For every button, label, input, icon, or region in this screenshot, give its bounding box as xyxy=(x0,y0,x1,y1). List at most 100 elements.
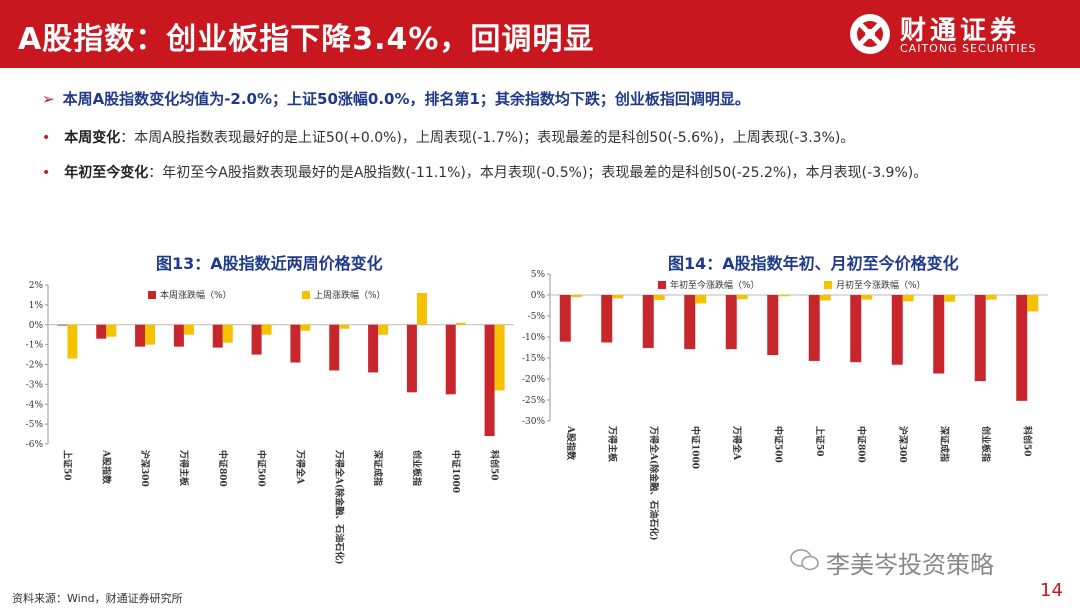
bar-series-2 xyxy=(570,295,582,298)
bar-series-1 xyxy=(368,324,379,373)
x-category-text: 深证成指 xyxy=(372,450,384,486)
x-category-label: 中证1000 xyxy=(689,426,701,469)
chart13-weekly-price-change: 2% 1% 0% -1% -2% -3% -4% -5% -6% 上证50 A股指数 沪深300 万得主… xyxy=(26,281,514,565)
bar-series-2 xyxy=(653,295,665,301)
bar-series-2 xyxy=(300,324,311,331)
x-category-text: 中证800 xyxy=(217,450,229,487)
bar-series-2 xyxy=(612,295,624,299)
x-category-text: 中证500 xyxy=(772,426,784,463)
bar-series-1 xyxy=(725,295,737,350)
y-tick-label: 0% xyxy=(531,291,546,301)
watermark-text: 李美岑投资策略 xyxy=(826,551,994,579)
bar-series-1 xyxy=(406,324,417,393)
legend-swatch xyxy=(148,291,156,299)
y-tick-label: -4% xyxy=(26,400,44,410)
x-category-label: 中证1000 xyxy=(450,450,462,493)
x-category-text: 深证成指 xyxy=(938,426,950,462)
x-category-text: 沪深300 xyxy=(897,426,909,463)
x-category-text: 创业板指 xyxy=(411,449,423,486)
bar-series-2 xyxy=(145,324,156,345)
wechat-icon xyxy=(790,549,819,571)
company-logo-icon xyxy=(850,14,890,54)
x-category-text: 上证50 xyxy=(814,426,826,457)
x-category-label: A股指数 xyxy=(565,425,577,461)
x-category-label: 创业板指 xyxy=(411,449,423,486)
x-category-text: 创业板指 xyxy=(980,425,992,462)
bar-series-2 xyxy=(819,295,831,301)
x-category-label: 创业板指 xyxy=(980,425,992,462)
summary-line: ➢ 本周A股指数变化均值为-2.0%；上证50涨幅0.0%，排名第1；其余指数均下… xyxy=(42,88,750,109)
x-category-text: 万得全A(除金融、石油石化) xyxy=(648,425,660,541)
x-category-label: 深证成指 xyxy=(372,450,384,486)
chart13-title: 图13：A股指数近两周价格变化 xyxy=(156,254,383,273)
arrow-icon: ➢ xyxy=(42,90,55,108)
bar-series-1 xyxy=(173,324,184,347)
x-category-text: A股指数 xyxy=(565,425,577,461)
bar-series-1 xyxy=(1016,295,1028,401)
x-category-label: 万得全A xyxy=(731,425,743,461)
bar-series-1 xyxy=(484,324,495,437)
legend-label: 年初至今涨跌幅（%） xyxy=(670,279,760,291)
y-tick-label: -30% xyxy=(522,417,545,427)
bullet-text: ：本周A股指数表现最好的是上证50(+0.0%)，上周表现(-1.7%)；表现最… xyxy=(120,130,855,146)
company-logo: 财通证券 CAITONG SECURITIES xyxy=(840,8,1072,60)
bar-series-2 xyxy=(736,295,748,300)
summary-text: 本周A股指数变化均值为-2.0%；上证50涨幅0.0%，排名第1；其余指数均下跌… xyxy=(62,90,750,108)
bar-series-1 xyxy=(684,295,696,350)
x-category-text: 中证800 xyxy=(855,426,867,463)
x-category-text: 万得主板 xyxy=(606,425,618,463)
bullet-key: 本周变化 xyxy=(64,130,121,146)
x-category-text: 沪深300 xyxy=(139,450,151,487)
x-category-label: 科创50 xyxy=(489,450,501,481)
legend-swatch xyxy=(302,291,310,299)
source-note: 资料来源：Wind，财通证券研究所 xyxy=(12,592,183,605)
bar-series-2 xyxy=(339,324,350,329)
bar-series-1 xyxy=(445,324,456,395)
x-category-label: 中证800 xyxy=(855,426,867,463)
y-tick-label: 1% xyxy=(29,301,44,311)
bar-series-2 xyxy=(261,324,272,335)
x-category-label: A股指数 xyxy=(100,449,112,485)
x-category-text: 中证1000 xyxy=(689,426,701,469)
bar-series-2 xyxy=(861,295,873,300)
y-tick-label: -5% xyxy=(26,420,44,430)
y-tick-label: -15% xyxy=(522,354,545,364)
bar-series-2 xyxy=(455,322,466,325)
logo-english-text: CAITONG SECURITIES xyxy=(900,42,1037,55)
bar-series-2 xyxy=(944,295,956,302)
bar-series-2 xyxy=(378,324,389,335)
bar-series-2 xyxy=(1027,295,1039,312)
bar-series-1 xyxy=(933,295,945,374)
x-category-text: 中证1000 xyxy=(450,450,462,493)
x-category-text: 万得全A(除金融、石油石化) xyxy=(333,449,345,565)
bar-series-1 xyxy=(329,324,340,371)
bar-series-2 xyxy=(985,295,997,300)
x-category-text: 万得全A xyxy=(731,425,743,461)
bar-series-1 xyxy=(96,324,107,339)
y-tick-label: -25% xyxy=(522,396,545,406)
bar-series-1 xyxy=(57,324,68,326)
bullet-ytd-change: • 年初至今变化：年初至今A股指数表现最好的是A股指数(-11.1%)，本月表现(… xyxy=(42,162,927,182)
y-tick-label: -2% xyxy=(26,361,44,371)
bar-series-1 xyxy=(135,324,146,347)
x-category-label: 万得主板 xyxy=(606,425,618,463)
x-category-label: 万得主板 xyxy=(178,449,190,487)
bar-series-1 xyxy=(808,295,820,361)
x-category-text: A股指数 xyxy=(100,449,112,485)
bar-series-1 xyxy=(251,324,262,355)
bar-series-2 xyxy=(67,324,78,359)
chart14-title: 图14：A股指数年初、月初至今价格变化 xyxy=(668,254,959,273)
y-tick-label: -20% xyxy=(522,375,545,385)
x-category-label: 上证50 xyxy=(61,450,73,481)
bullet-dot-icon: • xyxy=(42,130,51,146)
x-category-label: 万得全A(除金融、石油石化) xyxy=(333,449,345,565)
y-tick-label: 5% xyxy=(531,270,546,280)
bar-series-1 xyxy=(850,295,862,363)
x-category-label: 沪深300 xyxy=(139,450,151,487)
header-bar: A股指数：创业板指下降3.4%，回调明显 财通证券 CAITONG SECURI… xyxy=(0,0,1080,68)
bullet-weekly-change: • 本周变化：本周A股指数表现最好的是上证50(+0.0%)，上周表现(-1.7%… xyxy=(42,127,854,147)
y-tick-label: -5% xyxy=(528,312,546,322)
x-category-text: 上证50 xyxy=(61,450,73,481)
bar-series-1 xyxy=(767,295,779,356)
x-category-text: 科创50 xyxy=(1021,426,1033,457)
